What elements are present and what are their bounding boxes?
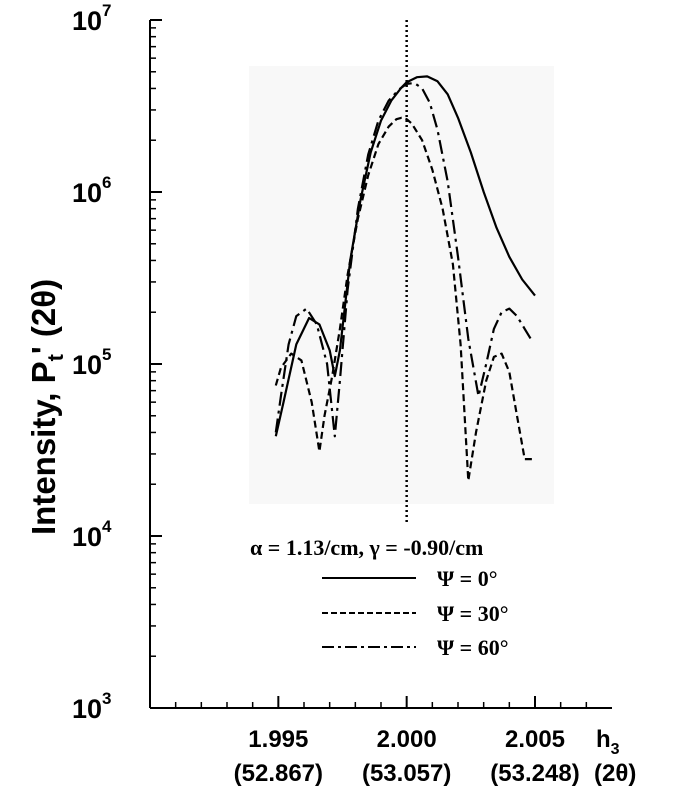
x-axis-title: h3 (596, 726, 620, 758)
series-line-0 (274, 75, 536, 437)
y-axis-title-main: Intensity, P (25, 361, 62, 535)
legend-label-0: Ψ = 0° (437, 566, 498, 591)
x-tick-sublabel-1: (53.057) (362, 760, 451, 787)
x-tick-sublabel-0: (52.867) (234, 760, 323, 787)
series-line-1 (274, 116, 533, 482)
series-line-2 (274, 81, 534, 438)
y-tick-label-3: 106 (72, 173, 112, 208)
y-axis-title-sub: t (43, 353, 68, 361)
chart-marks (274, 20, 536, 524)
plot-backdrop (249, 66, 554, 504)
x-tick-label-2: 2.005 (505, 726, 565, 753)
y-axis-title-suffix: ' (2θ) (25, 279, 62, 354)
x-axis-unit: (2θ) (594, 760, 636, 787)
legend-title: α = 1.13/cm, γ = -0.90/cm (250, 535, 483, 560)
x-tick-label-1: 2.000 (377, 726, 437, 753)
legend-label-2: Ψ = 60° (437, 635, 509, 660)
x-tick-label-0: 1.995 (248, 726, 308, 753)
y-tick-label-2: 105 (72, 345, 112, 380)
x-tick-sublabel-2: (53.248) (490, 760, 579, 787)
y-tick-label-1: 104 (72, 517, 112, 552)
svg-text:Intensity, Pt' (2θ): Intensity, Pt' (2θ) (25, 279, 68, 535)
x-axis-title-main: h (596, 726, 611, 753)
y-tick-label-0: 103 (72, 689, 112, 724)
legend: α = 1.13/cm, γ = -0.90/cm Ψ = 0° Ψ = 30°… (250, 535, 509, 660)
legend-label-1: Ψ = 30° (437, 601, 509, 626)
x-axis-title-sub: 3 (611, 741, 620, 758)
y-tick-label-4: 107 (72, 1, 112, 36)
y-axis-title: Intensity, Pt' (2θ) (25, 279, 68, 535)
